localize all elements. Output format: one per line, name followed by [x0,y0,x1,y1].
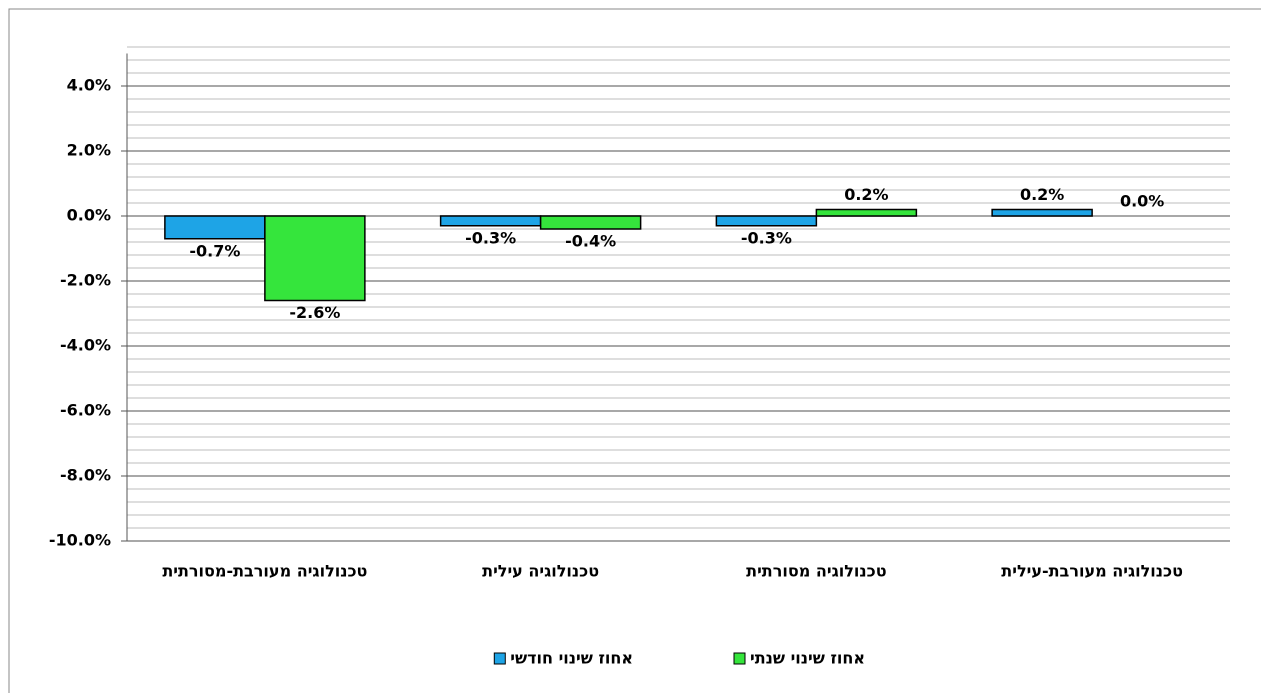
bar [164,215,266,240]
bar [815,208,918,217]
data-label: -0.7% [189,241,240,260]
legend-swatch [733,652,746,665]
bar [991,208,1093,217]
data-label: 0.2% [1020,185,1064,204]
y-tick-label: -6.0% [60,401,111,420]
x-tick-label: טכנולוגיה מעורבת-עילית [1001,562,1183,581]
y-tick-label: -4.0% [60,336,111,355]
y-tick-label: 2.0% [67,141,111,160]
data-label: -0.3% [741,228,792,247]
y-tick-label: 4.0% [67,76,111,95]
legend-swatch [493,652,506,665]
bar [439,215,542,227]
data-label: -0.3% [465,228,516,247]
x-tick-label: טכנולוגיה מסורתית [746,562,886,581]
data-label: -0.4% [565,232,616,251]
bar [715,215,818,227]
x-tick-label: טכנולוגיה מעורבת-מסורתית [162,562,367,581]
bar [264,215,366,302]
y-tick-label: 0.0% [67,206,111,225]
data-label: -2.6% [289,303,340,322]
legend-label: אחוז שינוי שנתי [750,649,865,668]
bar [539,215,642,230]
y-tick-label: -8.0% [60,466,111,485]
chart-frame [8,8,1261,693]
data-label: 0.0% [1120,192,1164,211]
x-tick-label: טכנולוגיה עילית [482,562,599,581]
y-tick-label: -10.0% [49,531,111,550]
data-label: 0.2% [844,185,888,204]
y-tick-label: -2.0% [60,271,111,290]
legend-label: אחוז שינוי חודשי [510,649,633,668]
